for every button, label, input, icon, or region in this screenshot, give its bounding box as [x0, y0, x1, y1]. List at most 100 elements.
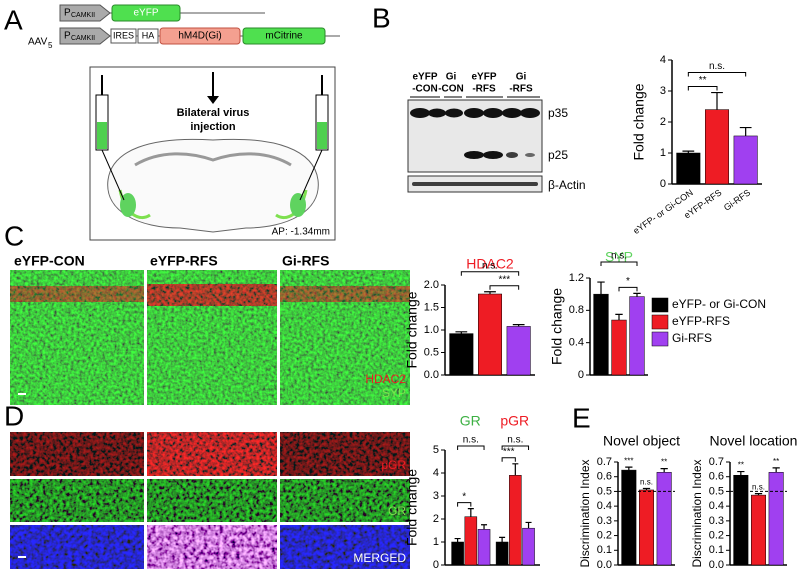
- tag-box: [137, 28, 159, 44]
- tag-label: HA: [142, 30, 155, 40]
- micrograph: [280, 479, 410, 522]
- hippocampus: [118, 189, 308, 220]
- significance-label: n.s.: [611, 251, 627, 262]
- lane-label: -RFS: [509, 84, 533, 95]
- error-bar: [615, 313, 623, 321]
- legend-swatch: [651, 297, 669, 313]
- error-bar: [772, 467, 780, 473]
- error-bar: [512, 324, 525, 327]
- y-tick-label: 0.2: [709, 529, 724, 541]
- y-tick-label: 0.7: [709, 456, 724, 468]
- error-bar: [642, 487, 651, 490]
- y-tick-label: 0.5: [709, 485, 724, 497]
- y-tick-label: 0.0: [597, 559, 612, 571]
- significance-bracket: [618, 286, 638, 292]
- error-bar: [682, 150, 695, 153]
- bar: [639, 489, 654, 566]
- reporter-label: eYFP: [133, 8, 158, 19]
- micrograph: [147, 432, 277, 476]
- y-tick-label: 0.3: [597, 515, 612, 527]
- significance-label: ***: [498, 274, 510, 285]
- y-tick-label: 0.2: [597, 529, 612, 541]
- injection-label: Bilateral virus: [177, 107, 250, 119]
- stain-label: SYP: [382, 386, 406, 400]
- y-tick-label: 5: [433, 444, 439, 456]
- significance-bracket: [460, 271, 520, 276]
- brain-section: [107, 138, 319, 233]
- lane-label: Gi: [516, 72, 527, 83]
- y-tick-label: 0.4: [569, 337, 584, 349]
- category-label: GR: [460, 413, 481, 429]
- scale-bar: [18, 393, 26, 395]
- y-axis-label: Discrimination Index: [578, 459, 592, 567]
- chart-title: Novel object: [603, 433, 680, 449]
- syringe-fill: [97, 122, 107, 149]
- significance-bracket: [600, 261, 638, 267]
- micrograph: [10, 432, 144, 476]
- bar: [629, 296, 645, 376]
- error-bar: [481, 524, 488, 530]
- y-tick-label: 0.6: [597, 471, 612, 483]
- bar: [593, 293, 609, 376]
- y-tick-label: 1: [433, 536, 439, 548]
- error-bar: [525, 521, 532, 529]
- row-label: pGR: [381, 458, 406, 472]
- significance-label: n.s.: [709, 61, 725, 72]
- row-label: MERGED: [353, 551, 406, 565]
- bar: [751, 494, 766, 566]
- significance-bracket: [501, 445, 530, 450]
- y-tick-label: 0: [660, 178, 666, 190]
- panel-label: D: [4, 400, 24, 431]
- bar: [768, 472, 784, 566]
- lane-label: -CON: [438, 84, 464, 95]
- bar: [509, 475, 522, 566]
- row-label: GR: [388, 504, 406, 518]
- significance-label: *: [462, 491, 466, 502]
- y-tick-label: 0.1: [597, 544, 612, 556]
- chart-title: HDAC2: [466, 256, 514, 272]
- micrograph: [280, 432, 410, 476]
- bar: [464, 516, 478, 566]
- significance-bracket: [457, 445, 485, 450]
- brain-structure: [134, 152, 292, 167]
- legend-swatch: [651, 331, 669, 347]
- bar-label: ***: [624, 456, 633, 465]
- bar: [477, 293, 503, 376]
- syringe-fill: [317, 122, 327, 149]
- micrograph: [10, 525, 144, 569]
- receptor-box: [159, 27, 241, 45]
- error-bar: [499, 536, 506, 542]
- y-tick-label: 0.0: [709, 559, 724, 571]
- chart-title: Novel location: [710, 433, 798, 449]
- bar: [676, 152, 701, 185]
- chart-title: SYP: [605, 249, 633, 265]
- receptor-label: hM4D(Gi): [178, 31, 221, 42]
- lane-label: eYFP: [412, 72, 437, 83]
- legend-label: eYFP- or Gi-CON: [672, 297, 766, 311]
- legend-swatch: [651, 314, 669, 330]
- construct-diagram: AAV 5 P CAMKII eYFP P CAMKII IRES HA hM4…: [28, 4, 340, 241]
- y-tick-label: 4: [433, 467, 439, 479]
- y-tick-label: 0.3: [709, 515, 724, 527]
- column-label: eYFP-RFS: [150, 253, 218, 269]
- legend-label: eYFP-RFS: [672, 314, 730, 328]
- error-bar: [467, 508, 474, 517]
- micrographs-d: pGR GR MERGED: [10, 432, 410, 569]
- cell-layer: [147, 284, 277, 306]
- bar: [611, 319, 627, 376]
- error-bar: [660, 468, 668, 473]
- y-tick-label: 1.5: [424, 301, 439, 313]
- promoter-label: P: [64, 8, 71, 19]
- bar: [449, 333, 474, 376]
- promoter-sub: CAMKII: [71, 12, 95, 19]
- y-tick-label: 0.5: [424, 346, 439, 358]
- bar: [506, 326, 531, 376]
- significance-bracket: [687, 72, 747, 77]
- micrograph: [10, 479, 144, 522]
- injection-label: injection: [190, 121, 236, 133]
- micrographs-c: eYFP-CON eYFP-RFS Gi-RFS HDAC2 SYP: [10, 253, 410, 405]
- band: [410, 108, 430, 118]
- bar: [522, 527, 535, 566]
- bar-label: n.s.: [640, 478, 653, 487]
- cell-layer: [280, 286, 410, 302]
